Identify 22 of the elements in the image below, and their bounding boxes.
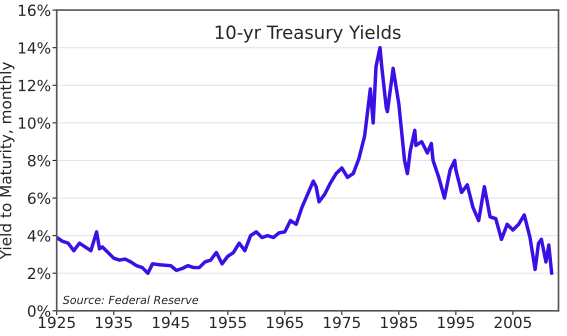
text: 10-yr Treasury Yields <box>216 25 401 43</box>
x-tick-label: 1925 <box>38 316 75 328</box>
y-tick-label: 14% <box>18 42 50 54</box>
y-tick-label: 16% <box>18 4 50 16</box>
x-tick-label: 1985 <box>381 316 417 328</box>
x-tick-label: 1975 <box>324 316 360 328</box>
line-series <box>56 46 554 275</box>
y-tick-label: 8% <box>28 154 50 166</box>
annotation: Source: Federal Reserve <box>62 296 198 304</box>
y-tick-label: 0% <box>28 305 50 317</box>
y-tick-label: 6% <box>28 192 50 204</box>
x-tick-label: 1955 <box>210 316 246 328</box>
y-tick-label: 10% <box>18 117 50 129</box>
y-axis-title: Yield to Maturity, monthly <box>0 62 14 260</box>
x-tick-label: 2005 <box>494 316 531 328</box>
x-tick-label: 1935 <box>96 316 132 328</box>
x-tick-label: 1945 <box>152 316 189 328</box>
y-tick-label: 2% <box>28 268 50 280</box>
y-tick-label: 12% <box>18 80 50 92</box>
x-tick-label: 1995 <box>438 316 474 328</box>
x-tick-label: 1965 <box>267 316 303 328</box>
y-tick-label: 4% <box>28 230 50 242</box>
